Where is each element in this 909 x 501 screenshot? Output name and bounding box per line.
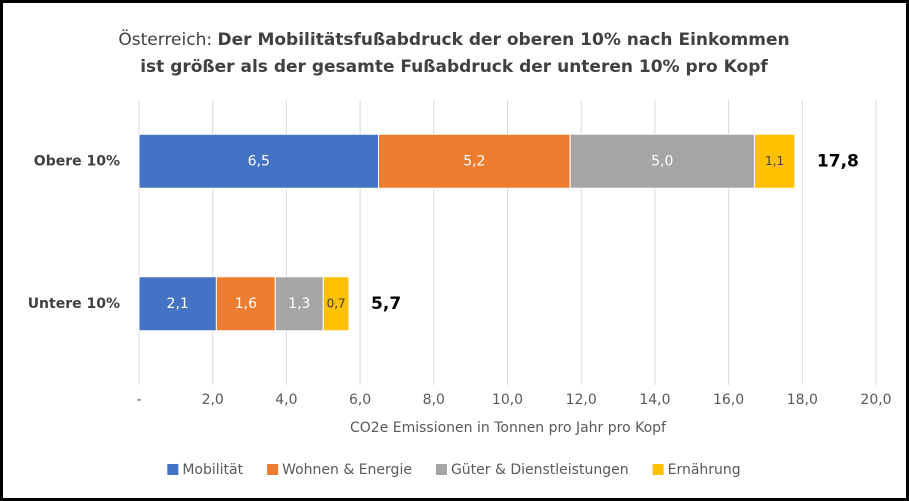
x-axis-label: CO2e Emissionen in Tonnen pro Jahr pro K… xyxy=(350,420,667,436)
y-tick-label: Untere 10% xyxy=(28,296,120,312)
data-label: 1,3 xyxy=(288,296,310,312)
legend-swatch xyxy=(267,464,279,475)
bar-segment xyxy=(569,133,755,189)
data-label: 1,6 xyxy=(235,296,257,312)
bar-segment xyxy=(753,133,796,189)
bar-segment xyxy=(215,276,276,332)
legend-label: Mobilität xyxy=(182,462,243,478)
x-tick-label: 10,0 xyxy=(492,392,523,408)
legend-swatch xyxy=(652,464,664,475)
data-label: 1,1 xyxy=(765,154,784,168)
bar-segment xyxy=(378,133,571,189)
legend-label: Ernährung xyxy=(668,462,741,478)
total-label: 17,8 xyxy=(817,151,859,171)
x-tick-label: 12,0 xyxy=(566,392,597,408)
x-tick-label: 20,0 xyxy=(860,392,891,408)
bar-segment xyxy=(322,276,350,332)
x-tick-label: 8,0 xyxy=(423,392,445,408)
x-tick-label: 14,0 xyxy=(639,392,670,408)
x-tick-label: 18,0 xyxy=(787,392,818,408)
data-label: 5,0 xyxy=(651,153,673,169)
y-tick-label: Obere 10% xyxy=(34,153,120,169)
data-label: 5,2 xyxy=(463,153,485,169)
x-tick-label: 6,0 xyxy=(349,392,371,408)
title-line: ist größer als der gesamte Fußabdruck de… xyxy=(140,57,768,77)
bar-segment xyxy=(138,133,380,189)
title-prefix: Österreich: xyxy=(118,28,212,50)
x-tick-label: 16,0 xyxy=(713,392,744,408)
legend-swatch xyxy=(435,464,447,475)
legend-swatch xyxy=(167,464,179,475)
legend-label: Wohnen & Energie xyxy=(282,462,412,478)
data-label: 0,7 xyxy=(327,296,346,310)
title-line: Der Mobilitätsfußabdruck der oberen 10% … xyxy=(218,30,790,50)
x-tick-label: 4,0 xyxy=(275,392,297,408)
bar-segment xyxy=(138,276,217,332)
data-label: 6,5 xyxy=(248,153,270,169)
x-tick-label: 2,0 xyxy=(202,392,224,408)
legend-label: Güter & Dienstleistungen xyxy=(451,462,629,478)
chart-title: Österreich: Der Mobilitätsfußabdruck der… xyxy=(118,28,789,50)
data-label: 2,1 xyxy=(167,296,189,312)
x-tick-label: - xyxy=(136,392,141,408)
total-label: 5,7 xyxy=(371,294,401,314)
